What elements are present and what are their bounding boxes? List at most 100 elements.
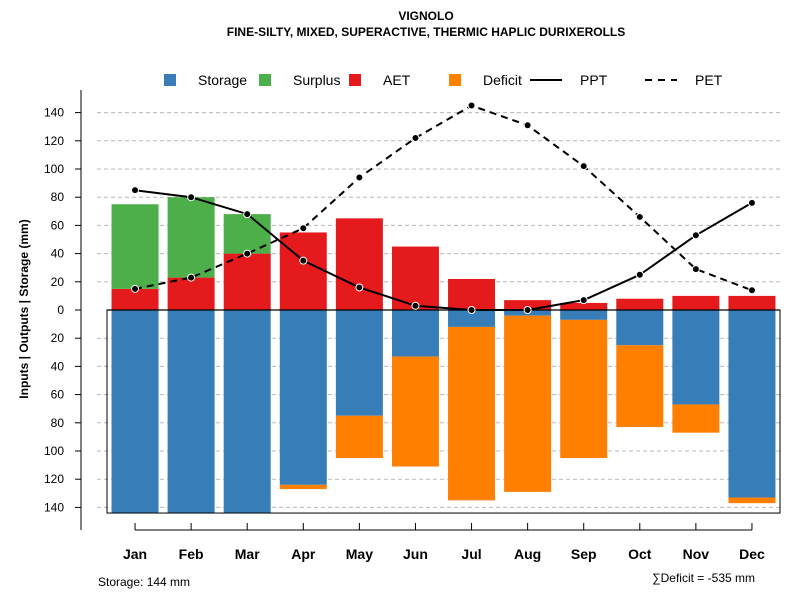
x-tick-label: Apr bbox=[291, 546, 316, 562]
ppt-point bbox=[131, 186, 140, 195]
aet-bar bbox=[728, 295, 776, 310]
chart-subtitle: FINE-SILTY, MIXED, SUPERACTIVE, THERMIC … bbox=[227, 25, 625, 39]
x-tick-label: Jul bbox=[461, 546, 481, 562]
ppt-point bbox=[187, 193, 196, 202]
lines bbox=[131, 101, 756, 314]
storage-bar bbox=[335, 310, 383, 416]
storage-bar bbox=[448, 310, 496, 327]
y-tick-label: 140 bbox=[44, 106, 64, 120]
ppt-point bbox=[355, 283, 364, 292]
y-tick-label: 60 bbox=[51, 218, 65, 232]
pet-line bbox=[134, 104, 753, 292]
x-tick-label: Nov bbox=[683, 546, 710, 562]
deficit-bar bbox=[560, 319, 608, 459]
storage-bar bbox=[391, 310, 439, 357]
pet-point bbox=[635, 212, 644, 221]
y-tick-label: 20 bbox=[51, 331, 65, 345]
deficit-bar bbox=[504, 315, 552, 492]
y-tick-label: 120 bbox=[44, 134, 64, 148]
x-tick-label: Aug bbox=[514, 546, 541, 562]
axes: 140 120 100 80 60 40 20 0 20 40 60 80 100 120 140 Jan Fe… bbox=[44, 90, 765, 562]
y-tick-label: 140 bbox=[44, 500, 64, 514]
ppt-point bbox=[467, 306, 476, 314]
storage-bar bbox=[672, 310, 720, 405]
aet-bar bbox=[448, 278, 496, 310]
aet-bar bbox=[616, 298, 664, 310]
y-tick-label: 80 bbox=[51, 416, 65, 430]
aet-bar bbox=[672, 295, 720, 310]
y-tick-label: 120 bbox=[44, 472, 64, 486]
y-axis-label: Inputs | Outputs | Storage (mm) bbox=[17, 219, 31, 398]
aet-bar bbox=[335, 218, 383, 310]
deficit-bar bbox=[728, 497, 776, 504]
y-tick-label: 100 bbox=[44, 444, 64, 458]
pet-point bbox=[747, 286, 756, 295]
pet-point bbox=[355, 173, 364, 182]
y-tick-label: 0 bbox=[57, 303, 64, 317]
legend-label: Storage bbox=[198, 72, 247, 88]
y-tick-label: 60 bbox=[51, 388, 65, 402]
surplus-bar bbox=[111, 204, 159, 289]
ppt-line bbox=[134, 189, 753, 311]
y-tick-label: 40 bbox=[51, 247, 65, 261]
x-tick-label: Jun bbox=[403, 546, 428, 562]
storage-bar bbox=[167, 310, 215, 514]
ppt-point bbox=[579, 296, 588, 305]
y-tick-label: 100 bbox=[44, 162, 64, 176]
plot-frame bbox=[106, 309, 781, 514]
storage-bar bbox=[616, 310, 664, 346]
legend-swatch bbox=[349, 74, 361, 86]
surplus-bar bbox=[167, 197, 215, 278]
storage-bar bbox=[560, 310, 608, 320]
aet-bar bbox=[504, 300, 552, 310]
pet-point bbox=[243, 249, 252, 258]
aet-bar bbox=[279, 232, 327, 310]
deficit-bar bbox=[391, 356, 439, 467]
aet-bar bbox=[223, 253, 271, 310]
bars bbox=[111, 197, 776, 514]
ppt-point bbox=[691, 231, 700, 240]
legend-label: PPT bbox=[580, 72, 608, 88]
storage-bar bbox=[728, 310, 776, 498]
storage-note: Storage: 144 mm bbox=[98, 575, 190, 589]
x-tick-label: Mar bbox=[235, 546, 260, 562]
ppt-point bbox=[411, 301, 420, 310]
deficit-note: ∑Deficit = -535 mm bbox=[652, 571, 755, 585]
pet-point bbox=[299, 224, 308, 233]
pet-point bbox=[411, 133, 420, 142]
legend-label: AET bbox=[383, 72, 411, 88]
surplus-bar bbox=[223, 214, 271, 254]
aet-bar bbox=[111, 288, 159, 310]
deficit-bar bbox=[279, 484, 327, 490]
legend-label: Deficit bbox=[483, 72, 522, 88]
x-tick-label: Sep bbox=[571, 546, 597, 562]
storage-bar bbox=[223, 310, 271, 514]
deficit-bar bbox=[335, 415, 383, 459]
chart-title: VIGNOLO bbox=[398, 9, 453, 23]
aet-bar bbox=[560, 302, 608, 310]
deficit-bar bbox=[616, 345, 664, 428]
ppt-point bbox=[747, 198, 756, 207]
legend: Storage Surplus AET Deficit PPT PET bbox=[164, 72, 723, 88]
ppt-point bbox=[523, 306, 532, 314]
deficit-bar bbox=[672, 404, 720, 433]
legend-swatch bbox=[259, 74, 271, 86]
deficit-bar bbox=[448, 326, 496, 501]
x-tick-label: May bbox=[346, 546, 373, 562]
pet-point bbox=[523, 121, 532, 130]
legend-label: Surplus bbox=[293, 72, 340, 88]
y-tick-label: 80 bbox=[51, 190, 65, 204]
legend-swatch bbox=[449, 74, 461, 86]
pet-point bbox=[131, 284, 140, 293]
x-tick-label: Dec bbox=[739, 546, 765, 562]
pet-point bbox=[691, 265, 700, 274]
ppt-point bbox=[635, 270, 644, 279]
pet-point bbox=[467, 101, 476, 110]
pet-point bbox=[579, 162, 588, 171]
ppt-point bbox=[299, 256, 308, 265]
aet-bar bbox=[167, 277, 215, 310]
storage-bar bbox=[111, 310, 159, 514]
y-tick-label: 40 bbox=[51, 359, 65, 373]
x-tick-label: Oct bbox=[628, 546, 652, 562]
